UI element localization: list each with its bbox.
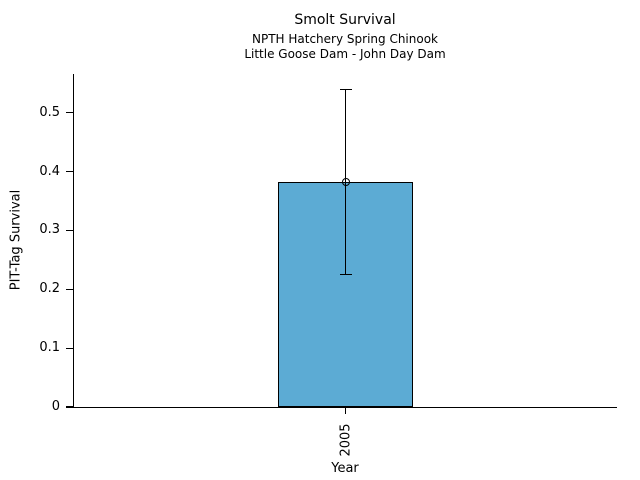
x-tick-mark: [344, 408, 347, 414]
plot-area: 0 0.1 0.2 0.3 0.4 0.5 2005: [39, 74, 617, 457]
y-tick-label: 0.1: [39, 340, 60, 356]
y-tick-label: 0.5: [39, 104, 60, 120]
x-axis-label: Year: [331, 461, 359, 476]
y-tick-label: 0.3: [39, 222, 60, 238]
data-point-marker: [341, 177, 350, 186]
y-tick-label: 0: [51, 399, 60, 414]
y-tick-label: 0.4: [39, 163, 60, 179]
y-tick-mark: [66, 288, 73, 290]
y-tick-label: 0.2: [39, 281, 60, 297]
chart-subtitle-line1: NPTH Hatchery Spring Chinook: [252, 32, 438, 46]
chart-subtitle-line2: Little Goose Dam - John Day Dam: [244, 47, 446, 61]
y-tick-mark: [66, 171, 73, 173]
error-bar-cap-bottom: [339, 273, 352, 276]
y-tick-mark: [66, 347, 73, 349]
chart-title: Smolt Survival: [294, 12, 396, 28]
y-tick-mark: [66, 229, 73, 232]
y-tick-mark: [66, 112, 73, 114]
error-bar-cap-top: [339, 88, 352, 91]
y-tick-mark: [66, 406, 73, 408]
y-axis-label: PIT-Tag Survival: [8, 189, 24, 291]
x-tick-label: 2005: [338, 423, 353, 457]
